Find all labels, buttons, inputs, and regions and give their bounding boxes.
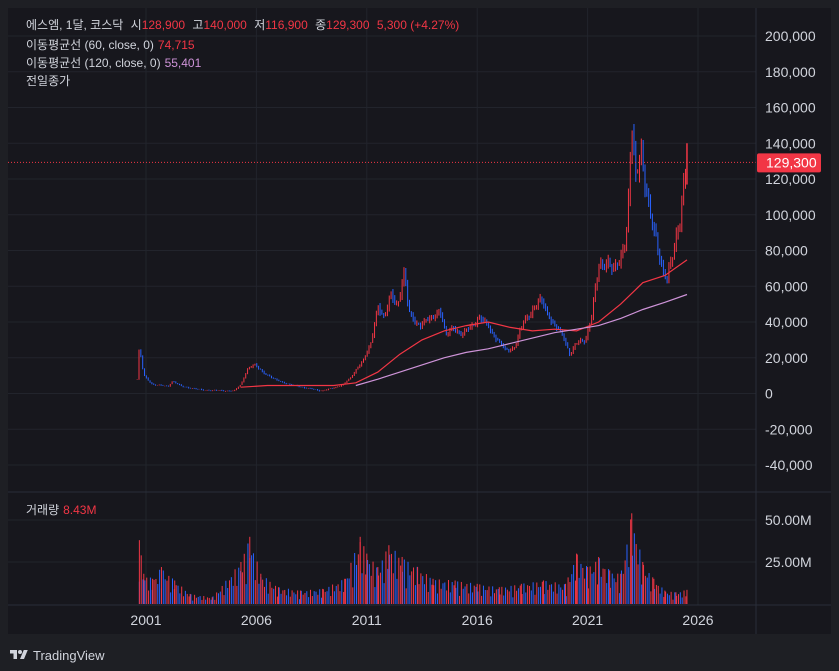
price-tick-label: -40,000 [765,457,813,473]
ma60-line [240,259,688,388]
last-price-tag[interactable]: 129,300 [757,153,821,173]
low-value: 116,900 [265,18,308,32]
high-label: 고 [192,18,204,32]
chart-panel[interactable]: 200,000 180,000 160,000 140,000 120,000 100,0… [8,8,831,634]
time-tick-label: 2001 [130,612,161,628]
high-value: 140,000 [203,18,247,32]
axes: 200,000 180,000 160,000 140,000 120,000 100,0… [8,8,831,634]
price-tick-label: 60,000 [765,278,808,294]
ma60-value: 74,715 [157,38,195,52]
ma120-value: 55,401 [164,56,202,70]
grid-lines [8,8,756,605]
last-price-tag-text: 129,300 [766,154,817,170]
price-tick-label: 80,000 [765,243,808,259]
open-label: 시 [130,18,142,32]
time-tick-label: 2011 [352,612,382,628]
volume-label: 거래량 [26,503,60,517]
close-label: 종 [315,18,327,32]
open-value: 128,900 [141,18,186,32]
ma60-label: 이동평균선 (60, close, 0) [26,38,154,52]
price-tick-label: -20,000 [765,421,813,437]
low-label: 저 [254,18,266,32]
tradingview-logo-icon [10,650,28,659]
change-value: 5,300 (+4.27%) [376,18,460,32]
volume-tick-label: 50.00M [765,512,812,528]
price-tick-label: 180,000 [765,64,816,80]
tradingview-brand: TradingView [33,647,105,663]
price-tick-label: 200,000 [765,28,816,44]
volume-value: 8.43M [63,503,97,517]
prev-close-legend[interactable]: 전일종가 [26,72,74,89]
ma120-line [355,293,688,387]
time-tick-label: 2021 [572,612,603,628]
price-tick-label: 160,000 [765,100,816,116]
symbol-title: 에스엠, 1달, 코스닥 [26,18,124,32]
footer[interactable]: TradingView [10,646,105,664]
price-plot[interactable] [8,124,756,392]
price-tick-label: 0 [765,386,773,402]
price-tick-label: 40,000 [765,314,808,330]
time-tick-label: 2006 [241,612,272,628]
volume-plot[interactable] [138,513,688,604]
ma120-legend[interactable]: 이동평균선 (120, close, 0) 55,401 [26,54,205,71]
volume-tick-label: 25.00M [765,554,812,570]
last-price-tag-bg [757,153,821,173]
price-tick-label: 140,000 [765,135,816,151]
time-tick-label: 2016 [462,612,493,628]
price-tick-label: 120,000 [765,171,816,187]
volume-legend[interactable]: 거래량 8.43M [26,501,100,518]
ma120-label: 이동평균선 (120, close, 0) [26,56,161,70]
chart-canvas[interactable]: 200,000 180,000 160,000 140,000 120,000 100,0… [8,8,831,634]
close-value: 129,300 [326,18,370,32]
time-tick-label: 2026 [682,612,713,628]
ma60-legend[interactable]: 이동평균선 (60, close, 0) 74,715 [26,36,199,53]
ohlc-legend: 에스엠, 1달, 코스닥 시128,900 고140,000 저116,900 … [26,16,463,33]
price-tick-label: 20,000 [765,350,808,366]
price-tick-label: 100,000 [765,207,816,223]
prev-close-label: 전일종가 [26,74,71,88]
